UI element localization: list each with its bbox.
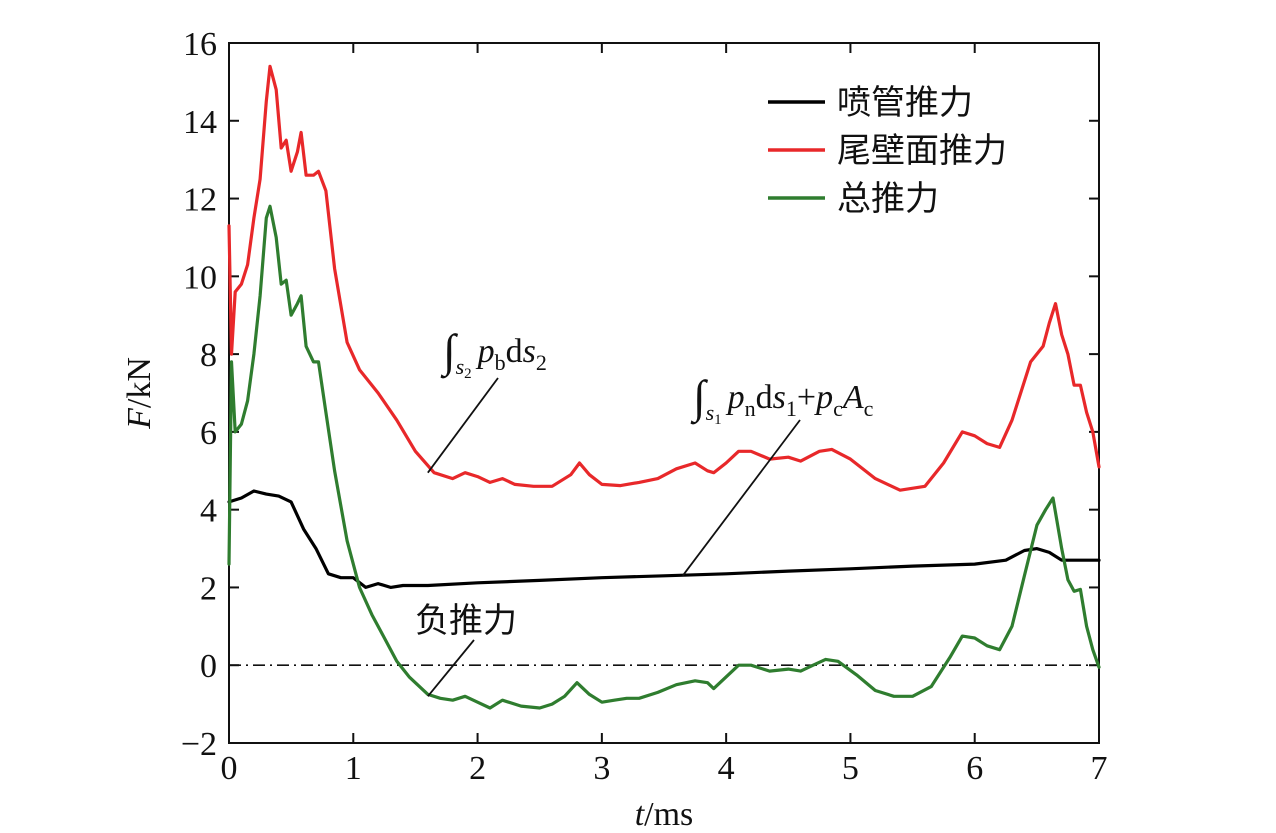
negative-leader-line: [427, 639, 475, 697]
y-axis-label: F/kN: [121, 357, 158, 430]
x-tick-label: 3: [593, 750, 610, 787]
y-tick-label: 6: [200, 415, 217, 452]
y-tick-label: 0: [200, 648, 217, 685]
y-tick-label: 10: [183, 259, 217, 296]
x-axis-label: t/ms: [635, 796, 694, 833]
x-tick-label: 6: [966, 750, 983, 787]
negative-thrust-label: 负推力: [415, 601, 517, 641]
series-layer: [227, 64, 1101, 710]
y-tick-label: 14: [183, 104, 217, 141]
legend-label-2: 尾壁面推力: [837, 131, 1007, 171]
x-tick-label: 4: [718, 750, 735, 787]
y-tick-label: 12: [183, 182, 217, 219]
nozzle-leader-line: [681, 419, 801, 577]
wall-integral-label: ∫s2pbds2: [440, 325, 547, 382]
x-tick-label: 0: [221, 750, 238, 787]
nozzle-integral-label: ∫s1pnds1+pcAc: [690, 371, 874, 428]
series-line-1: [227, 489, 1101, 589]
annotation-layer: ∫s2pbds2 ∫s1pnds1+pcAc 负推力: [415, 325, 874, 697]
integral-sign: ∫: [690, 371, 708, 425]
x-tick-label: 5: [842, 750, 859, 787]
x-tick-label: 7: [1091, 750, 1108, 787]
y-tick-label: 8: [200, 337, 217, 374]
series-line-2: [227, 64, 1101, 492]
y-tick-label: −2: [181, 726, 217, 763]
y-tick-label: 16: [183, 26, 217, 63]
x-tick-label: 2: [469, 750, 486, 787]
y-tick-label: 4: [200, 493, 217, 530]
x-tick-label: 1: [345, 750, 362, 787]
series-line-3: [227, 204, 1101, 710]
legend-label-3: 总推力: [837, 179, 939, 219]
y-tick-label: 2: [200, 570, 217, 607]
wall-leader-line: [427, 377, 499, 474]
integral-sign: ∫: [440, 325, 458, 379]
plot-frame: [228, 42, 1100, 744]
legend-label-1: 喷管推力: [837, 83, 973, 123]
